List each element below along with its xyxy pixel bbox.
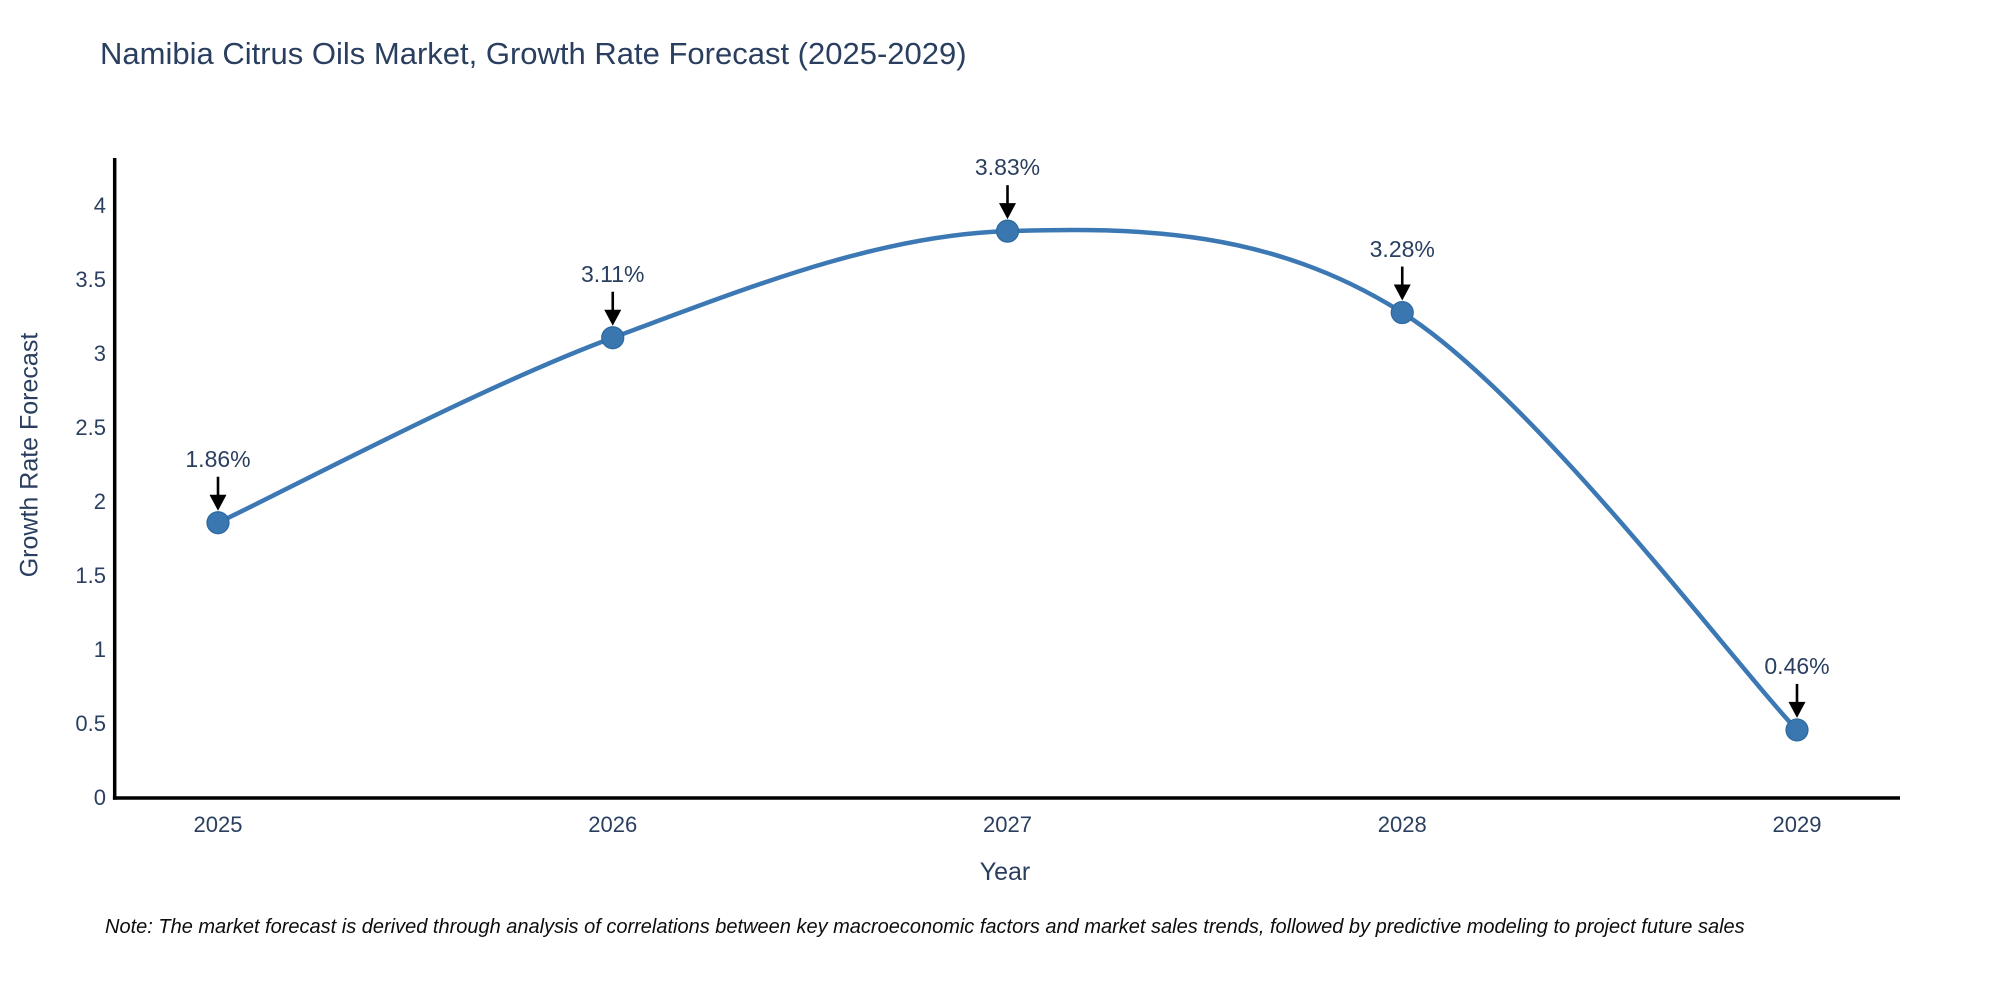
x-axis-title: Year <box>979 858 1031 886</box>
x-tick-label: 2029 <box>1772 812 1822 837</box>
y-tick-label: 1.5 <box>75 563 106 588</box>
x-tick-label: 2027 <box>983 812 1032 837</box>
point-annotation-label: 3.28% <box>1369 235 1435 262</box>
x-tick-label: 2025 <box>193 812 243 837</box>
data-point-marker <box>206 511 230 535</box>
chart-title: Namibia Citrus Oils Market, Growth Rate … <box>100 36 967 71</box>
data-point-marker <box>995 219 1020 243</box>
y-tick-label: 2 <box>93 489 106 514</box>
point-annotation-label: 1.86% <box>185 445 251 472</box>
x-tick-label: 2026 <box>588 812 638 837</box>
data-point-marker <box>601 326 625 350</box>
y-tick-label: 0 <box>93 785 106 810</box>
point-annotation-label: 3.83% <box>974 154 1041 181</box>
y-tick-label: 2.5 <box>75 415 106 440</box>
annotation-arrow-head <box>1788 701 1806 718</box>
y-tick-label: 3 <box>93 341 106 366</box>
annotation-arrow-head <box>1393 284 1411 301</box>
data-point-marker <box>1785 718 1809 742</box>
annotation-arrow-head <box>604 309 622 326</box>
footnote: Note: The market forecast is derived thr… <box>105 916 1745 938</box>
annotation-arrow-head <box>209 494 227 511</box>
data-point-marker <box>1390 300 1414 325</box>
y-tick-label: 3.5 <box>75 267 106 292</box>
y-tick-label: 4 <box>93 193 106 218</box>
point-annotation-label: 0.46% <box>1764 652 1830 679</box>
x-tick-label: 2028 <box>1377 812 1427 837</box>
y-tick-label: 1 <box>93 637 106 662</box>
annotation-arrow-head <box>999 203 1016 220</box>
y-tick-label: 0.5 <box>75 711 106 736</box>
point-annotation-label: 3.11% <box>580 260 645 287</box>
forecast-line <box>217 227 1799 732</box>
